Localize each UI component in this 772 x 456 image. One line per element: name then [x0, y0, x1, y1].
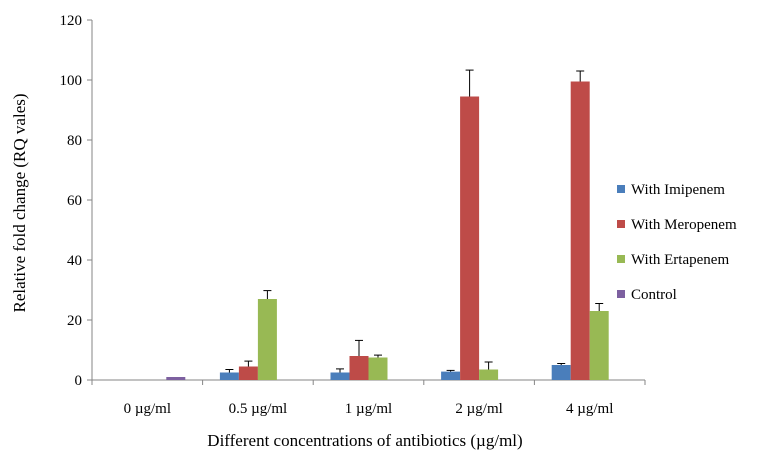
bar: [330, 372, 350, 380]
y-tick-label: 0: [75, 373, 83, 389]
x-axis-title: Different concentrations of antibiotics …: [207, 431, 522, 450]
x-tick-label: 0.5 µg/ml: [229, 401, 288, 417]
legend-label: With Meropenem: [631, 217, 737, 233]
y-axis-title: Relative fold change (RQ vales): [10, 93, 29, 312]
y-tick-label: 20: [67, 313, 82, 329]
x-tick-label: 4 µg/ml: [566, 401, 613, 417]
bar: [238, 366, 258, 380]
legend-swatch: [617, 255, 625, 263]
legend-label: With Imipenem: [631, 182, 725, 198]
bar: [166, 377, 186, 380]
x-axis: 0 µg/ml 0.5 µg/ml 1 µg/ml 2 µg/ml 4 µg/ml: [91, 379, 646, 417]
y-tick-label: 120: [60, 13, 83, 29]
bar: [479, 369, 499, 380]
y-axis: 0 20 40 60 80 100 120: [60, 13, 93, 389]
y-tick-label: 40: [67, 253, 82, 269]
bar: [570, 81, 590, 380]
x-tick-label: 2 µg/ml: [455, 401, 502, 417]
bar: [551, 365, 571, 380]
bar: [219, 372, 239, 380]
bar: [441, 371, 461, 380]
y-tick-label: 100: [60, 73, 83, 89]
bar: [460, 96, 480, 380]
bar: [349, 356, 369, 380]
x-tick-label: 1 µg/ml: [345, 401, 392, 417]
bar: [257, 299, 277, 380]
bar: [368, 357, 388, 380]
bar: [589, 311, 609, 380]
legend-label: Control: [631, 287, 677, 303]
x-tick-label: 0 µg/ml: [124, 401, 171, 417]
y-tick-label: 80: [67, 133, 82, 149]
legend-swatch: [617, 220, 625, 228]
legend-swatch: [617, 290, 625, 298]
legend-swatch: [617, 185, 625, 193]
y-tick-label: 60: [67, 193, 82, 209]
bars: [166, 69, 609, 380]
legend-label: With Ertapenem: [631, 252, 729, 268]
legend: With Imipenem With Meropenem With Ertapene…: [617, 182, 737, 303]
